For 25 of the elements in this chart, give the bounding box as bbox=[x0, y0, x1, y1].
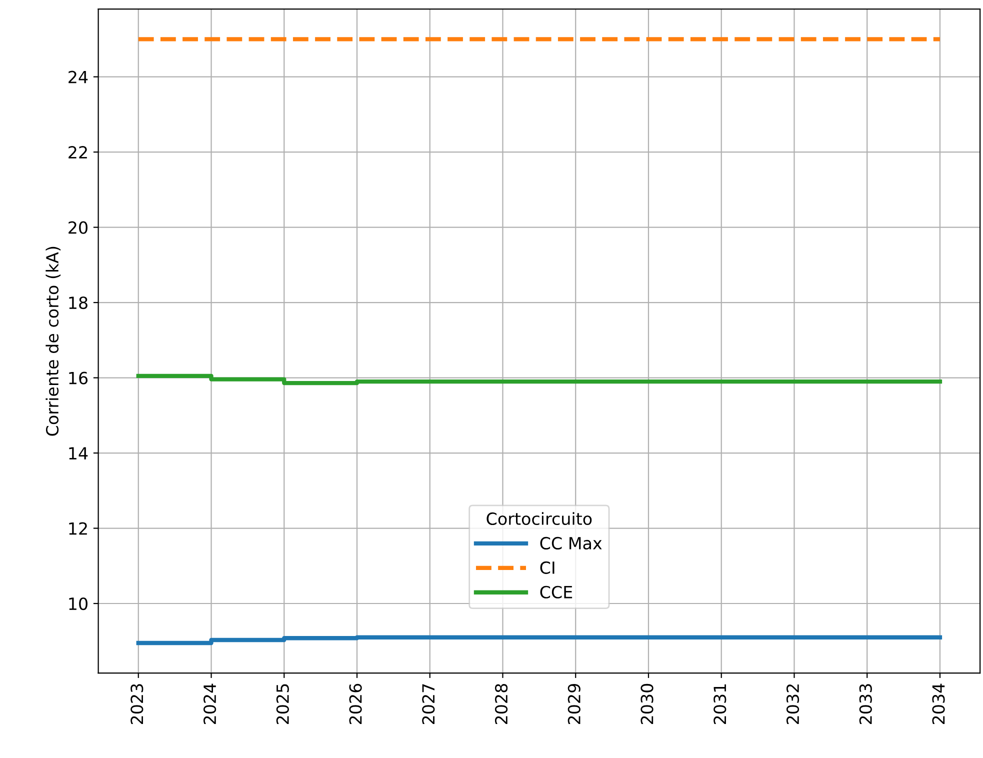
legend-label: CCE bbox=[540, 586, 572, 598]
y-tick-label: 18 bbox=[69, 296, 88, 310]
x-tick-label: 2032 bbox=[786, 684, 800, 724]
x-tick-label: 2025 bbox=[276, 684, 289, 724]
y-tick-label: 12 bbox=[69, 522, 87, 535]
x-tick-label: 2029 bbox=[568, 684, 580, 724]
x-tick-label: 2028 bbox=[494, 684, 508, 724]
legend-label: CC Max bbox=[540, 536, 602, 550]
x-tick-label: 2023 bbox=[130, 684, 144, 724]
y-tick-label: 24 bbox=[68, 70, 88, 84]
y-tick-label: 22 bbox=[68, 146, 87, 158]
y-tick-label: 10 bbox=[69, 597, 88, 610]
x-tick-label: 2031 bbox=[714, 684, 726, 724]
x-tick-label: 2034 bbox=[932, 684, 945, 724]
y-tick-label: 14 bbox=[69, 447, 88, 460]
x-tick-label: 2026 bbox=[349, 684, 362, 724]
x-tick-label: 2033 bbox=[859, 684, 872, 724]
legend-label: CI bbox=[540, 561, 554, 574]
legend-title: Cortocircuito bbox=[486, 512, 592, 526]
x-tick-label: 2024 bbox=[203, 684, 216, 724]
x-tick-label: 2030 bbox=[640, 684, 654, 724]
x-tick-label: 2027 bbox=[422, 684, 435, 724]
y-tick-label: 20 bbox=[68, 221, 88, 234]
y-axis-title: Corriente de corto (kA) bbox=[46, 246, 61, 436]
y-tick-label: 16 bbox=[69, 372, 88, 384]
